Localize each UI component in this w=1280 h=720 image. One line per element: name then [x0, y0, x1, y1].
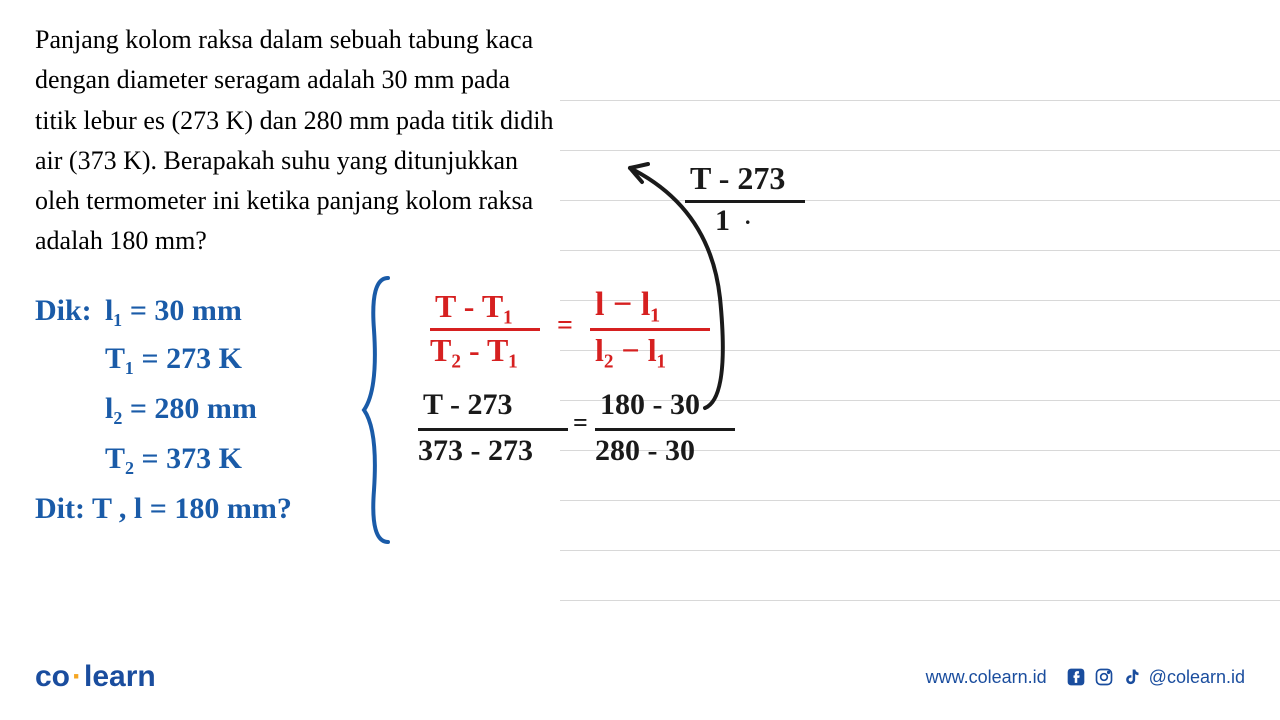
- logo-co: co: [35, 660, 70, 693]
- question-text: Panjang kolom raksa dalam sebuah tabung …: [35, 20, 555, 262]
- logo-dot: ·: [72, 660, 82, 693]
- social-handle: @colearn.id: [1149, 667, 1245, 688]
- sub-denom-right: 280 - 30: [595, 434, 695, 468]
- formula-denom-left: T₂ - T₁: [430, 332, 518, 369]
- social-group: @colearn.id: [1065, 666, 1245, 688]
- facebook-icon: [1065, 666, 1087, 688]
- arrow-curve: [590, 148, 750, 428]
- footer-right: www.colearn.id @colearn.id: [926, 666, 1245, 688]
- given-l2: l₂ = 280 mm: [105, 392, 257, 426]
- given-t1: T₁ = 273 K: [105, 342, 242, 376]
- frac-line-left-red: [430, 328, 540, 331]
- formula-equals: =: [557, 310, 573, 342]
- instagram-icon: [1093, 666, 1115, 688]
- frac-line-left-black: [418, 428, 568, 431]
- sub-num-left: T - 273: [423, 388, 512, 422]
- curly-brace: [360, 270, 400, 550]
- formula-num-left: T - T₁: [435, 288, 513, 325]
- sub-equals: =: [573, 408, 588, 438]
- given-t2: T₂ = 373 K: [105, 442, 242, 476]
- frac-line-right-black: [595, 428, 735, 431]
- brand-logo: co·learn: [35, 660, 156, 694]
- dik-label: Dik:: [35, 294, 92, 328]
- given-l1: l₁ = 30 mm: [105, 294, 242, 328]
- sub-denom-left: 373 - 273: [418, 434, 533, 468]
- footer: co·learn www.colearn.id @colearn.id: [0, 652, 1280, 702]
- logo-learn: learn: [84, 660, 156, 693]
- dit-label: Dit: T , l = 180 mm?: [35, 492, 292, 526]
- tiktok-icon: [1121, 666, 1143, 688]
- website-url: www.colearn.id: [926, 667, 1047, 688]
